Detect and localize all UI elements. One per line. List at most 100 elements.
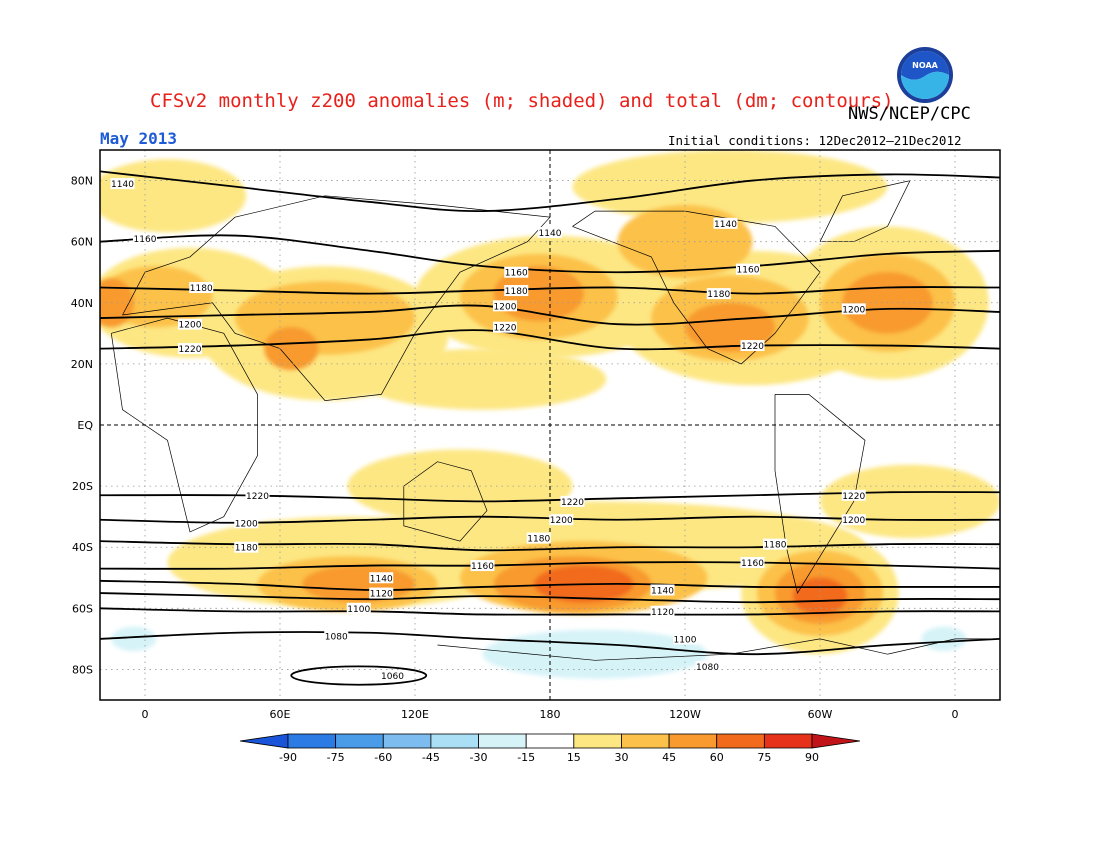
contour-label-bg (841, 303, 866, 315)
colorbar-box (716, 733, 765, 749)
colorbar-box (335, 733, 384, 749)
colorbar-label: -45 (422, 751, 440, 764)
contour-label-bg (470, 560, 495, 572)
contour-label-bg (380, 670, 405, 682)
contour-label: 1220 (246, 492, 269, 502)
contour-label-bg (560, 495, 585, 507)
coastline (774, 394, 866, 594)
latitude-label: 80S (72, 663, 93, 676)
contour-label: 1180 (235, 544, 258, 554)
colorbar-box (668, 733, 718, 749)
anomaly-region (100, 159, 247, 233)
coastline (572, 210, 821, 365)
contour-label: 1200 (179, 321, 202, 331)
longitude-labels: 0 60E 120E 180 120W 60W 0 (142, 708, 959, 721)
colorbar-box (382, 733, 432, 749)
latitude-label: 80N (71, 175, 93, 188)
contour-label: 1220 (561, 498, 584, 508)
colorbar-label: -30 (470, 751, 488, 764)
latitude-label: 60N (71, 236, 93, 249)
contour-label: 1140 (714, 220, 737, 230)
colorbar-label: -75 (327, 751, 345, 764)
anomaly-region (685, 302, 775, 352)
contour-label-bg (526, 532, 551, 544)
contour-label: 1180 (764, 541, 787, 551)
noaa-logo-icon: NOAA (897, 47, 953, 103)
contour-label: 1100 (674, 635, 697, 645)
latitude-label: 20S (72, 480, 93, 493)
contour-label-bg (504, 266, 529, 278)
contour-label: 1120 (370, 590, 393, 600)
contour-label-bg (538, 227, 562, 238)
map-frame (99, 149, 1001, 701)
longitude-label: 60E (270, 708, 291, 721)
colorbar-box (430, 733, 479, 749)
contour-label-bg (713, 217, 738, 229)
contour-1180 (100, 286, 1000, 295)
longitude-label: 180 (540, 708, 561, 721)
contour-label-bg (740, 557, 765, 568)
contour-label: 1140 (111, 180, 134, 190)
contour-label: 1220 (842, 492, 865, 502)
contour-label-bg (706, 288, 731, 300)
contour-label: 1160 (737, 266, 760, 276)
longitude-label: 0 (952, 708, 959, 721)
contour-label: 1180 (190, 284, 213, 294)
contour-label-bg (493, 321, 517, 333)
coastline (437, 638, 1000, 661)
contour-label: 1100 (347, 605, 370, 615)
latitude-label: 40S (72, 541, 93, 554)
contour-1140 (100, 170, 1000, 213)
latitude-label: 40N (71, 297, 93, 310)
latitude-labels: 80N 60N 40N 20N EQ 20S 40S 60S 80S (71, 175, 94, 677)
contour-label-bg (133, 233, 157, 245)
coastlines (110, 180, 1000, 661)
contour-label: 1200 (235, 519, 258, 529)
contour-label-bg (234, 517, 259, 529)
contour-1060 (290, 665, 428, 686)
longitude-label: 60W (808, 708, 833, 721)
contour-1160 (100, 561, 1000, 570)
contour-label: 1220 (741, 342, 764, 352)
colorbar-box (621, 733, 670, 749)
contour-1220 (100, 329, 1000, 351)
chart-title: CFSv2 monthly z200 anomalies (m; shaded)… (150, 90, 894, 112)
colorbar-label: -90 (279, 751, 297, 764)
contour-label: 1060 (381, 672, 404, 682)
contour-label: 1200 (494, 302, 517, 312)
contour-label: 1140 (651, 587, 674, 597)
contour-label: 1120 (651, 608, 674, 618)
contour-label: 1140 (539, 229, 562, 239)
contour-label-bg (234, 541, 259, 553)
contour-label: 1180 (707, 290, 730, 300)
colorbar-label: -60 (374, 751, 392, 764)
colorbar-label: 75 (757, 751, 771, 764)
colorbar-label: 15 (567, 751, 581, 764)
latitude-label: 60S (72, 602, 93, 615)
height-contours (100, 170, 1000, 686)
contour-label: 1080 (696, 663, 719, 673)
contour-label-bg (650, 584, 675, 596)
contour-label-bg (178, 318, 202, 330)
contour-label-bg (695, 660, 720, 672)
contour-label-bg (189, 282, 214, 293)
contour-1200 (100, 304, 1000, 326)
colorbar: -90 -75 -60 -45 -30 -15 15 30 45 60 75 90 (239, 733, 861, 764)
contour-label: 1180 (505, 287, 528, 297)
contour-label-bg (369, 587, 394, 599)
contour-label-bg (673, 633, 697, 645)
contour-label: 1200 (550, 516, 573, 526)
contour-label: 1160 (741, 559, 764, 569)
contour-label-bg (110, 178, 135, 190)
contour-label: 1160 (471, 562, 494, 572)
contour-1120 (100, 592, 1000, 604)
contour-label-bg (346, 602, 371, 614)
coastline (403, 461, 488, 542)
contour-label-bg (763, 538, 787, 550)
contour-label-bg (178, 343, 202, 355)
coastline (122, 195, 551, 401)
contour-label: 1160 (134, 235, 157, 245)
contour-label: 1220 (179, 345, 202, 355)
contour-label-bg (841, 514, 866, 526)
